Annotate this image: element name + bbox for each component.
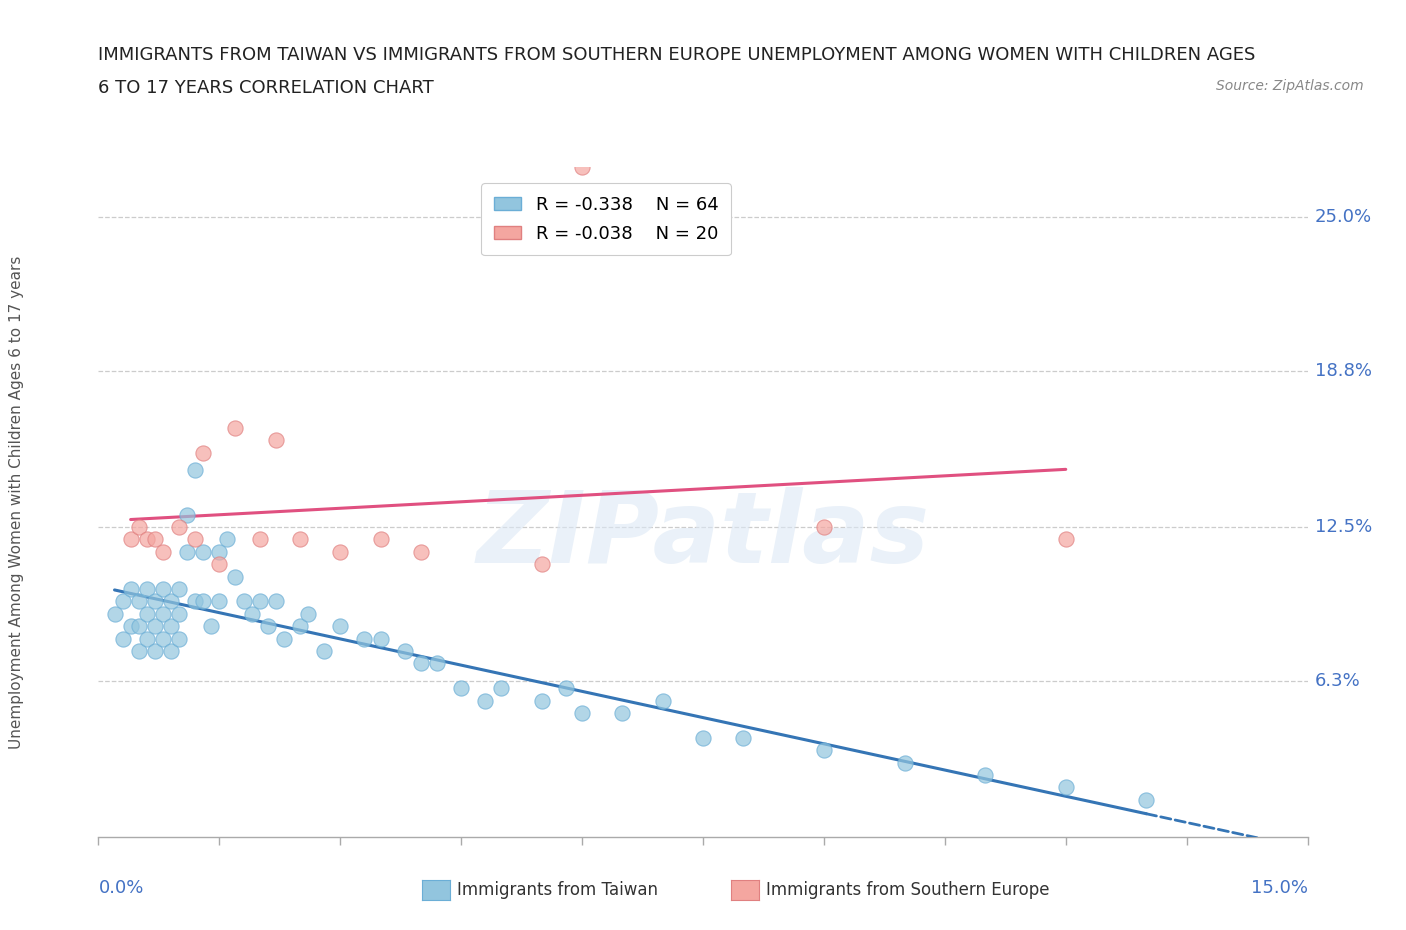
Point <box>297 606 319 621</box>
Point <box>249 594 271 609</box>
Text: 15.0%: 15.0% <box>1250 879 1308 897</box>
Point <box>208 594 231 609</box>
Point <box>555 681 578 696</box>
Point <box>167 631 190 646</box>
Point <box>160 618 183 633</box>
Point <box>193 544 215 559</box>
Point <box>184 532 207 547</box>
Point <box>135 581 157 596</box>
Point <box>135 532 157 547</box>
Point <box>974 767 997 782</box>
Text: Source: ZipAtlas.com: Source: ZipAtlas.com <box>1216 79 1364 93</box>
Point <box>474 693 496 708</box>
Point <box>491 681 513 696</box>
Point <box>249 532 271 547</box>
Text: Immigrants from Southern Europe: Immigrants from Southern Europe <box>766 881 1050 899</box>
Point <box>152 606 174 621</box>
Point <box>530 557 553 572</box>
Point <box>143 594 166 609</box>
Point <box>571 160 593 175</box>
Point <box>128 618 150 633</box>
Point <box>329 618 352 633</box>
Point <box>120 618 142 633</box>
Point <box>208 557 231 572</box>
Point <box>370 631 392 646</box>
Point <box>692 730 714 745</box>
Point <box>167 606 190 621</box>
Point <box>314 644 336 658</box>
Point <box>530 693 553 708</box>
Point <box>184 594 207 609</box>
Text: 25.0%: 25.0% <box>1315 208 1372 226</box>
Point <box>152 631 174 646</box>
Point <box>128 594 150 609</box>
Point <box>733 730 755 745</box>
Point <box>184 462 207 477</box>
Point <box>426 656 449 671</box>
Point <box>409 656 432 671</box>
Point <box>152 581 174 596</box>
Point <box>120 581 142 596</box>
Point <box>167 520 190 535</box>
Text: 0.0%: 0.0% <box>98 879 143 897</box>
Text: ZIPatlas: ZIPatlas <box>477 487 929 584</box>
Point <box>813 743 835 758</box>
Point <box>893 755 915 770</box>
Point <box>152 544 174 559</box>
Point <box>329 544 352 559</box>
Point <box>135 606 157 621</box>
Point <box>176 507 198 522</box>
Point <box>111 594 134 609</box>
Point <box>232 594 254 609</box>
Point <box>128 520 150 535</box>
Point <box>273 631 295 646</box>
Point <box>120 532 142 547</box>
Point <box>143 644 166 658</box>
Point <box>394 644 416 658</box>
Point <box>370 532 392 547</box>
Point <box>651 693 673 708</box>
Text: 6 TO 17 YEARS CORRELATION CHART: 6 TO 17 YEARS CORRELATION CHART <box>98 79 434 97</box>
Point <box>353 631 375 646</box>
Point <box>111 631 134 646</box>
Text: 12.5%: 12.5% <box>1315 518 1372 536</box>
Point <box>409 544 432 559</box>
Point <box>143 532 166 547</box>
Point <box>224 569 246 584</box>
Point <box>1054 532 1077 547</box>
Point <box>176 544 198 559</box>
Point <box>143 618 166 633</box>
Point <box>193 445 215 460</box>
Text: IMMIGRANTS FROM TAIWAN VS IMMIGRANTS FROM SOUTHERN EUROPE UNEMPLOYMENT AMONG WOM: IMMIGRANTS FROM TAIWAN VS IMMIGRANTS FRO… <box>98 46 1256 64</box>
Point <box>264 432 287 447</box>
Text: 6.3%: 6.3% <box>1315 671 1361 690</box>
Point <box>160 594 183 609</box>
Point <box>288 618 311 633</box>
Text: Unemployment Among Women with Children Ages 6 to 17 years: Unemployment Among Women with Children A… <box>10 256 24 749</box>
Point <box>208 544 231 559</box>
Point <box>612 706 634 721</box>
Text: 18.8%: 18.8% <box>1315 362 1372 379</box>
Point <box>264 594 287 609</box>
Point <box>813 520 835 535</box>
Point <box>224 420 246 435</box>
Text: Immigrants from Taiwan: Immigrants from Taiwan <box>457 881 658 899</box>
Point <box>288 532 311 547</box>
Legend: R = -0.338    N = 64, R = -0.038    N = 20: R = -0.338 N = 64, R = -0.038 N = 20 <box>481 183 731 255</box>
Point <box>193 594 215 609</box>
Point <box>200 618 222 633</box>
Point <box>1054 780 1077 795</box>
Point <box>256 618 278 633</box>
Point <box>167 581 190 596</box>
Point <box>217 532 239 547</box>
Point <box>450 681 472 696</box>
Point <box>103 606 125 621</box>
Point <box>135 631 157 646</box>
Point <box>160 644 183 658</box>
Point <box>1135 792 1157 807</box>
Point <box>240 606 263 621</box>
Point <box>128 644 150 658</box>
Point <box>571 706 593 721</box>
